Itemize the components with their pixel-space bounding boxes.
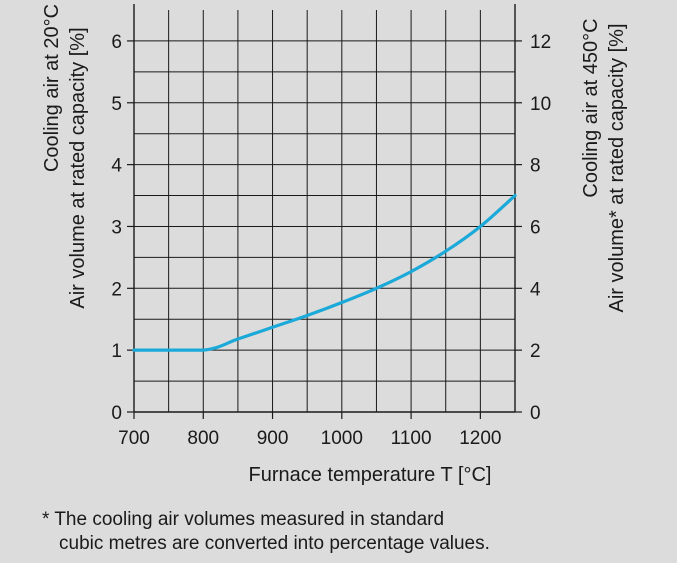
right-y-tick-label: 0: [530, 403, 541, 424]
x-tick-label: 800: [187, 428, 219, 449]
left-y-tick-label: 5: [111, 94, 122, 115]
left-y-tick-label: 6: [111, 32, 122, 53]
footnote-line2: cubic metres are converted into percenta…: [59, 533, 490, 554]
left-y-tick-label: 0: [111, 403, 122, 424]
left-y-tick-label: 1: [111, 341, 122, 362]
x-tick-label: 1000: [321, 428, 363, 449]
series: [132, 193, 517, 352]
x-tick-label: 1100: [391, 428, 432, 449]
x-tick-label: 1200: [459, 428, 501, 449]
x-axis-title: Furnace temperature T [°C]: [249, 464, 492, 486]
right-y-tick-label: 6: [530, 217, 541, 238]
x-tick-label: 700: [118, 428, 150, 449]
plot-frame: [133, 4, 516, 413]
right-y-tick-label: 12: [530, 32, 551, 53]
series-line-0: [132, 193, 517, 352]
left-y-tick-label: 2: [111, 279, 122, 300]
x-tick-label: 900: [257, 428, 289, 449]
left-axis-title-line1: Cooling air at 20°C: [41, 4, 63, 172]
right-y-tick-label: 4: [530, 279, 541, 300]
right-y-tick-label: 8: [530, 156, 541, 177]
left-y-tick-label: 3: [111, 217, 122, 238]
left-y-tick-label: 4: [111, 156, 122, 177]
left-axis-title-line2: Air volume at rated capacity [%]: [67, 27, 89, 308]
right-axis-title-line1: Cooling air at 450°C: [580, 18, 602, 197]
right-y-tick-label: 10: [530, 94, 551, 115]
right-y-tick-label: 2: [530, 341, 541, 362]
footnote: * The cooling air volumes measured in st…: [42, 508, 662, 556]
right-axis-title-line2: Air volume* at rated capacity [%]: [606, 23, 628, 312]
footnote-line1: * The cooling air volumes measured in st…: [42, 509, 445, 530]
